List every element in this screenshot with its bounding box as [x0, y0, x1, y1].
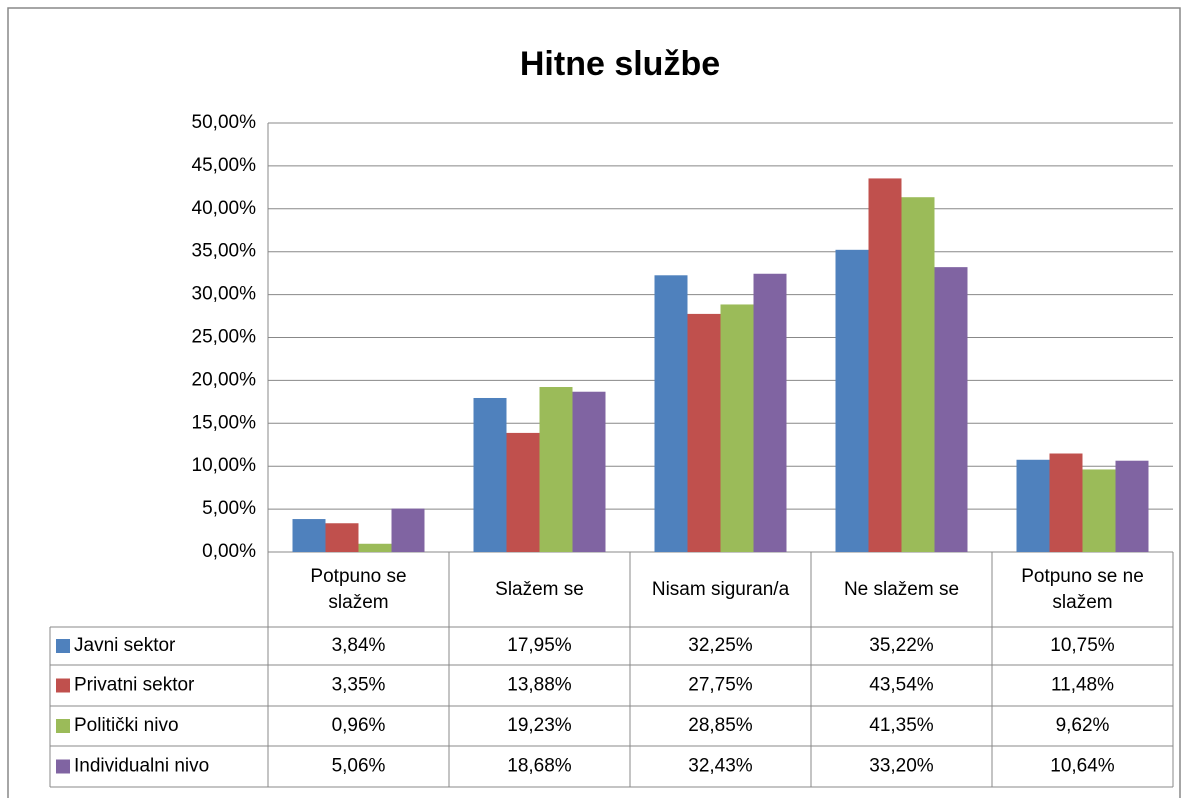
table-value: 11,48%: [1051, 675, 1114, 696]
bar: [1049, 453, 1083, 552]
table-value: 43,54%: [869, 675, 934, 696]
chart-title: Hitne službe: [520, 45, 720, 83]
category-label: Potpuno se slažem: [310, 565, 407, 613]
bar: [687, 313, 721, 552]
y-tick-label: 10,00%: [192, 455, 257, 476]
legend-label: Javni sektor: [74, 635, 176, 656]
bar: [1016, 459, 1050, 552]
category-label: Nisam siguran/a: [651, 578, 790, 600]
legend-label: Politički nivo: [74, 715, 179, 736]
y-tick-label: 50,00%: [192, 112, 257, 133]
bar: [391, 508, 425, 552]
category-label: Ne slažem se: [843, 578, 960, 600]
bar: [572, 391, 606, 552]
legend-swatch: [56, 719, 70, 733]
table-value: 27,75%: [688, 675, 753, 696]
y-tick-label: 30,00%: [192, 284, 257, 305]
category-label: Potpuno se ne slažem: [1021, 565, 1144, 613]
bar: [473, 397, 507, 552]
y-tick-label: 40,00%: [192, 198, 257, 219]
bar: [901, 197, 935, 553]
y-tick-label: 0,00%: [202, 541, 256, 562]
legend-swatch: [56, 759, 70, 774]
bar: [506, 432, 540, 552]
bar: [358, 543, 392, 552]
table-value: 41,35%: [869, 715, 934, 736]
table-value: 17,95%: [507, 635, 572, 656]
bar: [325, 523, 359, 552]
table-value: 0,96%: [332, 715, 386, 736]
legend-label: Privatni sektor: [74, 675, 195, 696]
table-value: 3,35%: [332, 675, 386, 696]
table-value: 5,06%: [332, 756, 386, 777]
bar: [934, 267, 968, 552]
category-label: Slažem se: [495, 578, 584, 600]
table-value: 18,68%: [507, 756, 572, 777]
y-tick-label: 20,00%: [192, 369, 257, 390]
table-value: 28,85%: [688, 715, 753, 736]
table-value: 19,23%: [507, 715, 572, 736]
y-tick-label: 45,00%: [192, 155, 257, 176]
y-tick-label: 25,00%: [192, 327, 257, 348]
table-value: 10,75%: [1050, 635, 1115, 656]
bar: [1082, 469, 1116, 552]
table-value: 13,88%: [507, 675, 572, 696]
y-tick-label: 15,00%: [192, 412, 257, 433]
legend-swatch: [56, 639, 70, 653]
legend-label: Individualni nivo: [74, 756, 209, 777]
table-value: 3,84%: [332, 635, 386, 656]
table-value: 35,22%: [869, 635, 934, 656]
table-value: 32,43%: [688, 756, 753, 777]
legend-swatch: [56, 678, 70, 693]
table-value: 9,62%: [1056, 715, 1110, 736]
table-value: 32,25%: [688, 635, 753, 656]
bar: [720, 304, 754, 552]
bar: [868, 178, 902, 552]
bar: [539, 387, 573, 552]
bar: [1115, 460, 1149, 552]
y-tick-label: 5,00%: [202, 498, 256, 519]
bar: [753, 273, 787, 552]
bar: [292, 519, 326, 552]
y-tick-label: 35,00%: [192, 241, 257, 262]
bar: [835, 249, 869, 553]
bar: [654, 275, 688, 552]
table-value: 33,20%: [869, 756, 934, 777]
table-value: 10,64%: [1050, 756, 1115, 777]
